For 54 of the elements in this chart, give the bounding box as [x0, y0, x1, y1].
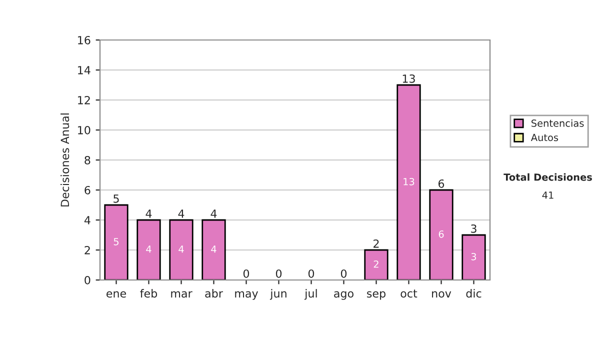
- total-label: 6: [438, 179, 444, 188]
- total-label: 0: [243, 269, 250, 278]
- x-tick-label: feb: [140, 289, 158, 298]
- y-tick-label: 16: [78, 36, 90, 44]
- bar: [364, 249, 388, 280]
- data-label: 4: [211, 246, 216, 253]
- text: Total Decisiones: [504, 173, 592, 181]
- bar: [396, 84, 421, 280]
- legend-label: Autos: [530, 134, 558, 142]
- bar: [429, 189, 454, 280]
- total-label: 4: [210, 210, 217, 218]
- legend-label: Sentencias: [532, 119, 584, 127]
- bar: [104, 204, 128, 280]
- x-tick-label: oct: [400, 290, 418, 298]
- x-tick-label: dic: [466, 289, 482, 298]
- x-tick-label: may: [235, 291, 258, 300]
- data-label: 4: [178, 246, 184, 253]
- total-label: 4: [146, 210, 152, 218]
- y-tick-label: 2: [84, 246, 90, 254]
- total-label: 0: [340, 269, 347, 278]
- total-label: 0: [276, 269, 282, 278]
- data-label: 4: [146, 246, 152, 253]
- total-label: 13: [402, 74, 415, 83]
- bar: [136, 219, 161, 280]
- x-tick-label: sep: [367, 291, 386, 300]
- data-label: 2: [374, 260, 378, 268]
- total-label: 2: [374, 239, 379, 248]
- y-tick-label: 12: [78, 96, 90, 104]
- data-label: 6: [438, 230, 444, 238]
- y-tick-label: 6: [84, 186, 90, 194]
- y-tick-label: 8: [84, 156, 90, 164]
- total-label: 4: [178, 210, 184, 218]
- x-tick-label: ago: [334, 291, 354, 300]
- bar: [462, 234, 486, 280]
- y-tick-label: 4: [84, 216, 90, 224]
- x-tick-label: nov: [432, 291, 452, 298]
- y-axis-title: Decisiones Anual: [60, 114, 70, 206]
- y-tick-label: 0: [84, 276, 90, 284]
- text: 41: [542, 192, 554, 199]
- y-tick-label: 10: [78, 126, 90, 134]
- x-tick-label: jul: [304, 289, 317, 300]
- x-tick-label: ene: [106, 291, 126, 298]
- total-label: 0: [308, 269, 314, 278]
- y-tick-label: 14: [78, 66, 90, 74]
- x-tick-label: jun: [270, 289, 286, 300]
- data-label: 13: [404, 178, 414, 186]
- data-label: 5: [114, 238, 118, 246]
- bar: [202, 219, 226, 280]
- total-label: 5: [114, 194, 119, 203]
- bar: [169, 219, 194, 280]
- data-label: 3: [471, 252, 476, 260]
- x-tick-label: mar: [171, 291, 192, 298]
- x-tick-label: abr: [205, 289, 223, 298]
- total-label: 3: [471, 224, 476, 233]
